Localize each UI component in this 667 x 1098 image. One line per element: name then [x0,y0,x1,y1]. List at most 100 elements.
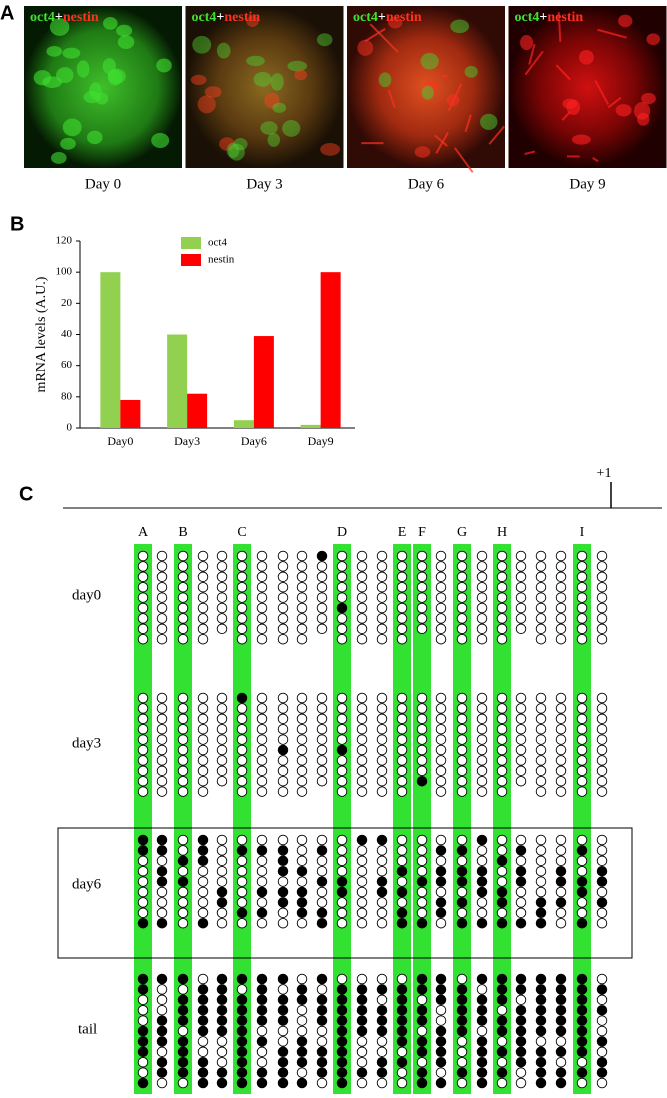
cpg-site [535,907,547,919]
cpg-site [555,1015,567,1026]
cpg-site [216,865,228,877]
cpg-site [137,994,149,1006]
cpg-site [296,917,308,929]
cpg-site [515,755,527,766]
cpg-site [515,1077,527,1089]
cpg-site [316,897,328,908]
cpg-site [137,633,149,645]
group-label: day6 [72,876,102,892]
cpg-site [356,581,368,593]
cpg-site [316,561,328,572]
cpg-site [336,703,348,714]
cpg-site [156,917,168,929]
cpg-site [216,755,228,766]
cpg-site [316,876,328,887]
cell [464,65,478,78]
cpg-site [137,692,149,704]
stain-plus: + [378,10,386,25]
cpg-site [236,1036,248,1047]
cpg-site [236,723,248,735]
cpg-site [336,973,348,985]
cpg-site [236,633,248,645]
cpg-site [435,786,447,797]
cpg-site [156,876,168,887]
cpg-site [456,723,468,735]
cpg-site [277,692,289,704]
cell [646,33,660,46]
cpg-site [435,602,447,614]
cpg-site [435,865,447,877]
cpg-site [555,592,567,603]
cpg-site [296,994,308,1006]
cell [480,113,498,130]
cpg-site [476,897,488,908]
cpg-site [277,602,289,614]
cpg-site [476,917,488,929]
cpg-site [435,876,447,887]
cpg-site [555,1025,567,1037]
cpg-site [336,855,348,867]
cpg-site [277,1036,289,1047]
cpg-site [256,917,268,929]
cpg-site [376,1004,388,1016]
stain-stain1: oct4 [30,10,55,25]
legend-label: nestin [208,254,235,266]
fiber [524,50,544,76]
cpg-site [236,765,248,777]
cpg-site [336,865,348,877]
cpg-site [197,1025,209,1037]
cpg-site [256,984,268,995]
cpg-site [336,1036,348,1047]
cpg-site [535,734,547,745]
cpg-site [236,897,248,908]
cpg-site [356,845,368,856]
cpg-site [256,973,268,985]
cell [378,72,392,88]
cpg-site [535,1077,547,1089]
cpg-site [177,571,189,583]
cpg-site [256,1025,268,1037]
cpg-site [216,845,228,856]
cpg-site [316,973,328,985]
cpg-site [456,1036,468,1047]
cpg-site [137,1015,149,1026]
cpg-site [137,775,149,787]
cpg-site [197,571,209,583]
cell [60,137,76,150]
cpg-site [156,984,168,995]
cpg-site [156,723,168,735]
cpg-site [137,581,149,593]
cpg-site [456,561,468,572]
cpg-site [496,1025,508,1037]
cpg-site [156,1025,168,1037]
cpg-site [156,786,168,797]
cpg-site [197,713,209,725]
cpg-site [596,834,608,846]
cpg-site [596,917,608,929]
cpg-site [277,994,289,1006]
cpg-site [236,1046,248,1058]
cpg-site [296,907,308,919]
cpg-site [396,561,408,572]
cell [51,152,67,164]
cpg-site [356,755,368,766]
cpg-site [177,886,189,898]
group-label: tail [78,1021,97,1037]
cpg-site [416,834,428,846]
cpg-site [336,1015,348,1026]
cpg-site [456,703,468,714]
fiber [453,147,474,173]
cpg-site [137,845,149,856]
cpg-site [156,765,168,777]
cpg-site [296,1067,308,1078]
cpg-site [356,703,368,714]
cpg-site [535,550,547,562]
cpg-site [316,1067,328,1078]
cpg-site [277,581,289,593]
cpg-site [435,571,447,583]
cpg-site [296,886,308,898]
cpg-site [396,734,408,745]
cpg-site [216,550,228,562]
cpg-site [216,581,228,593]
cpg-site [535,1004,547,1016]
